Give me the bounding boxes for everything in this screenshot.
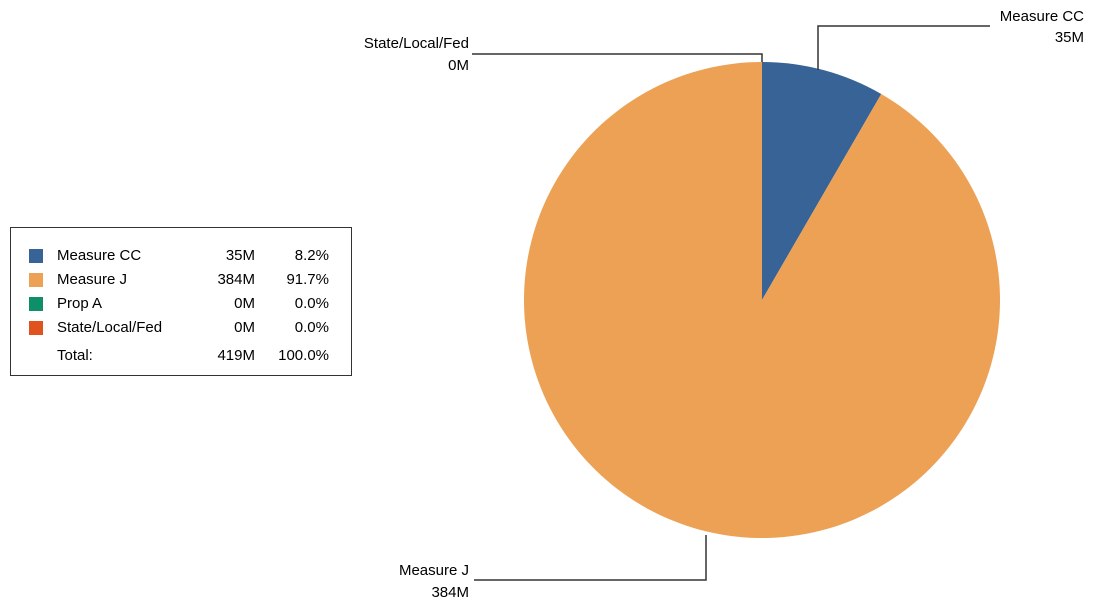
legend-percent: 91.7% [286, 271, 329, 288]
legend-label: Measure J [57, 271, 128, 288]
legend-percent: 0.0% [294, 295, 329, 312]
callout-value-state-local-fed: 0M [448, 57, 469, 74]
legend: Measure CC 35M 8.2% Measure J 384M 91.7%… [10, 227, 352, 376]
callout-value-measure-cc: 35M [1055, 29, 1084, 46]
legend-total-value: 419M [217, 347, 255, 364]
legend-row-measure-cc: Measure CC 35M 8.2% [11, 244, 351, 268]
legend-value: 35M [225, 247, 255, 264]
callout-line-state-local-fed [472, 53, 763, 62]
callout-value-measure-j: 384M [431, 584, 469, 601]
legend-label: Measure CC [57, 247, 142, 264]
callout-label-measure-j: Measure J [399, 562, 469, 579]
legend-row-measure-j: Measure J 384M 91.7% [11, 268, 351, 292]
legend-swatch-measure-j [29, 273, 43, 287]
pie-slice-measure-j [524, 62, 1000, 538]
legend-total-percent: 100.0% [278, 347, 329, 364]
legend-row-prop-a: Prop A 0M 0.0% [11, 292, 351, 316]
legend-value: 384M [217, 271, 255, 288]
legend-percent: 8.2% [294, 247, 329, 264]
legend-swatch-measure-cc [29, 249, 43, 263]
legend-total-label: Total: [57, 347, 93, 364]
legend-label: Prop A [57, 295, 103, 312]
pie-slices [524, 62, 1000, 538]
legend-swatch-state-local-fed [29, 321, 43, 335]
legend-percent: 0.0% [294, 319, 329, 336]
callout-label-measure-cc: Measure CC [1000, 8, 1084, 25]
callout-line-measure-j [474, 535, 707, 581]
legend-row-state-local-fed: State/Local/Fed 0M 0.0% [11, 316, 351, 340]
legend-row-total: Total: 419M 100.0% [11, 344, 351, 368]
callout-line-measure-cc [817, 25, 990, 70]
pie-slice-measure-cc [762, 62, 882, 300]
legend-value: 0M [234, 319, 255, 336]
callout-label-state-local-fed: State/Local/Fed [364, 35, 469, 52]
legend-swatch-prop-a [29, 297, 43, 311]
legend-label: State/Local/Fed [57, 319, 163, 336]
legend-value: 0M [234, 295, 255, 312]
